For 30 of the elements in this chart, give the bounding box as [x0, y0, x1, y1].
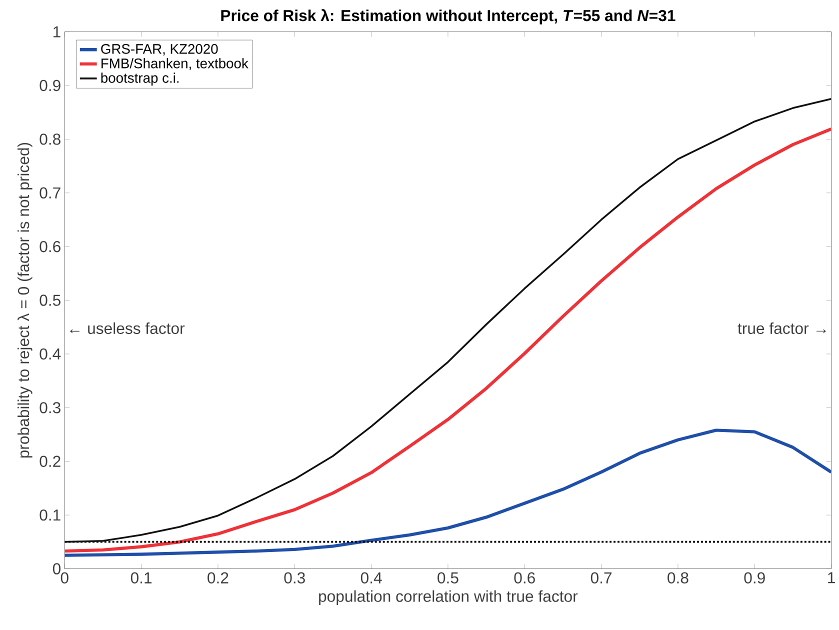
y-tick-label: 0.6	[40, 240, 60, 252]
x-tick-label: 0.6	[514, 572, 535, 584]
y-tick-label: 0.8	[40, 133, 60, 145]
legend-label: GRS-FAR, KZ2020	[101, 44, 218, 56]
legend-label: FMB/Shanken, textbook	[102, 58, 248, 70]
annotation: ← useless factor	[70, 322, 185, 334]
y-tick-label: 0.1	[40, 509, 60, 520]
legend-label: bootstrap c.i.	[101, 72, 179, 86]
x-tick-label: 0.2	[208, 572, 228, 584]
y-tick-label: 0.9	[40, 80, 60, 91]
y-tick-label: 0	[52, 562, 61, 574]
x-axis-title: population correlation with true factor	[319, 590, 578, 605]
annotation: true factor →	[738, 322, 826, 334]
chart-title: Price of Risk λ: Estimation without Intercept, T=55 and N=31	[221, 8, 676, 24]
y-tick-label: 1	[54, 26, 60, 38]
y-tick-label: 0.7	[40, 187, 60, 198]
x-tick-label: 0.9	[744, 572, 765, 584]
x-tick-label: 0.7	[590, 572, 612, 584]
y-tick-label: 0.3	[40, 402, 60, 414]
x-tick-label: 0.1	[130, 572, 152, 584]
x-tick-label: 0.5	[438, 572, 458, 584]
y-tick-label: 0.2	[40, 456, 60, 467]
y-tick-label: 0.5	[40, 294, 60, 306]
y-axis-title: probability to reject λ = 0 (factor is not priced)	[18, 142, 32, 458]
x-tick-label: 0	[60, 572, 68, 584]
x-tick-label: 1	[828, 572, 835, 583]
y-tick-label: 0.4	[40, 348, 61, 360]
x-tick-label: 0.4	[360, 572, 382, 584]
x-tick-label: 0.8	[668, 572, 688, 584]
x-tick-label: 0.3	[284, 572, 305, 584]
